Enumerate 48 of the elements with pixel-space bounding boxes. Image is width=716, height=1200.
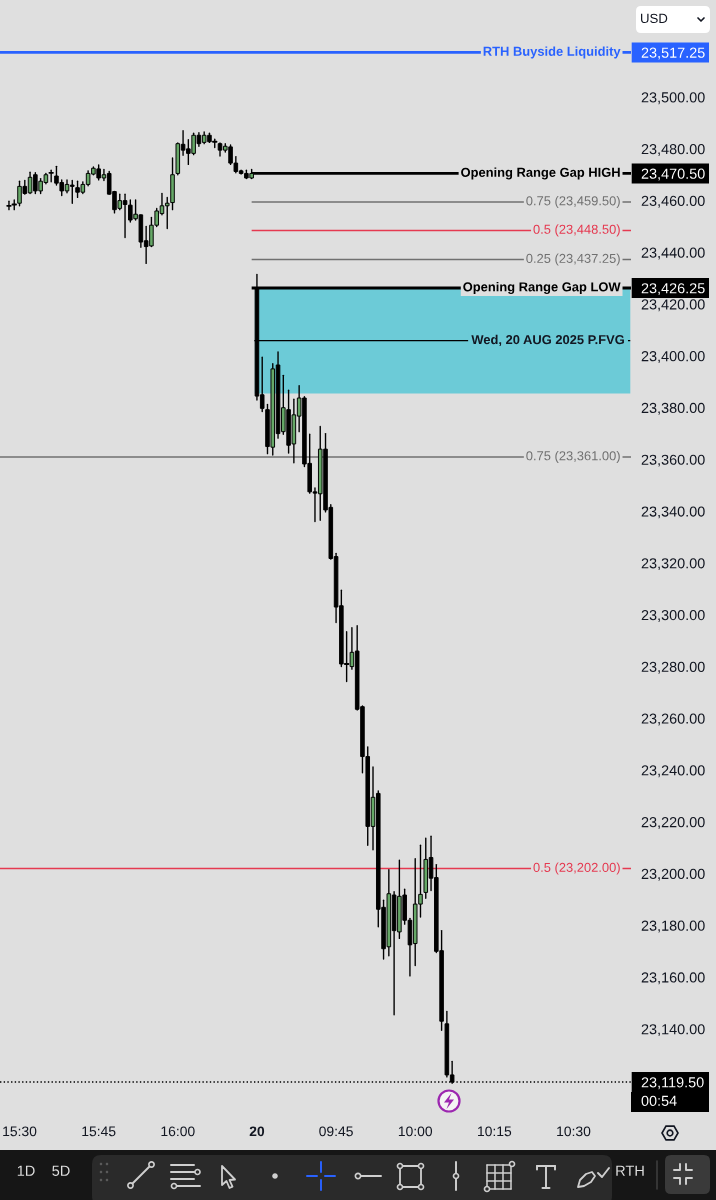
y-tick-label: 23,470.50 <box>641 168 705 181</box>
band-label: Wed, 20 AUG 2025 P.FVG <box>471 334 624 347</box>
y-tick-label: 23,517.25 <box>641 47 705 60</box>
x-tick-label: 20 <box>249 1126 265 1137</box>
x-tick-label: 15:30 <box>3 1126 37 1137</box>
y-tick-label: 23,160.00 <box>641 972 705 985</box>
y-tick-label: 23,200.00 <box>641 868 705 881</box>
ref-line-label: 0.5 (23,202.00) <box>533 862 620 875</box>
ref-line-label: Opening Range Gap LOW <box>463 281 621 295</box>
x-tick-label: 09:45 <box>319 1126 353 1137</box>
candlestick <box>48 169 54 183</box>
x-tick-label: 16:00 <box>161 1126 195 1137</box>
y-tick-label: 23,460.00 <box>641 195 705 208</box>
x-tick-label: 15:45 <box>82 1126 116 1137</box>
y-tick-label: 23,400.00 <box>641 351 705 364</box>
y-tick-label: 23,500.00 <box>641 92 705 105</box>
candlestick <box>164 196 170 230</box>
y-tick-label: 23,140.00 <box>641 1024 705 1037</box>
y-tick-label: 23,480.00 <box>641 143 705 156</box>
ref-line-label: 0.5 (23,448.50) <box>533 224 620 237</box>
text: 1D <box>17 1165 35 1176</box>
ref-line-label: 0.75 (23,459.50) <box>526 195 620 208</box>
y-tick-label: 23,320.00 <box>641 558 705 571</box>
x-tick-label: 10:15 <box>478 1126 512 1137</box>
y-tick-label: 23,380.00 <box>641 402 705 415</box>
y-tick-label: 23,340.00 <box>641 506 705 519</box>
ref-line-label: 0.75 (23,361.00) <box>526 450 620 463</box>
text: USD <box>641 13 668 24</box>
candlestick <box>6 200 12 211</box>
y-tick-label: 23,180.00 <box>641 920 705 933</box>
y-tick-label: 23,119.50 <box>641 1077 704 1090</box>
ref-line-label: RTH Buyside Liquidity <box>483 46 621 59</box>
ref-line-label: Opening Range Gap HIGH <box>461 167 620 180</box>
ref-line-label: 0.25 (23,437.25) <box>526 253 620 266</box>
x-tick-label: 10:30 <box>557 1126 591 1137</box>
text: 5D <box>52 1165 70 1176</box>
y-tick-label: 23,280.00 <box>641 661 705 674</box>
y-tick-label: 23,360.00 <box>641 454 705 467</box>
x-tick-label: 10:00 <box>398 1126 433 1137</box>
y-tick-label: 23,440.00 <box>641 247 705 260</box>
y-tick-label: 23,260.00 <box>641 713 705 726</box>
y-tick-label: 23,220.00 <box>641 817 705 829</box>
text: RTH <box>616 1165 644 1176</box>
y-tick-label: 23,426.25 <box>641 283 705 296</box>
y-tick-label: 23,420.00 <box>641 299 705 312</box>
y-tick-label: 23,300.00 <box>641 609 705 622</box>
text: 00:54 <box>641 1095 677 1106</box>
y-tick-label: 23,240.00 <box>641 765 705 778</box>
